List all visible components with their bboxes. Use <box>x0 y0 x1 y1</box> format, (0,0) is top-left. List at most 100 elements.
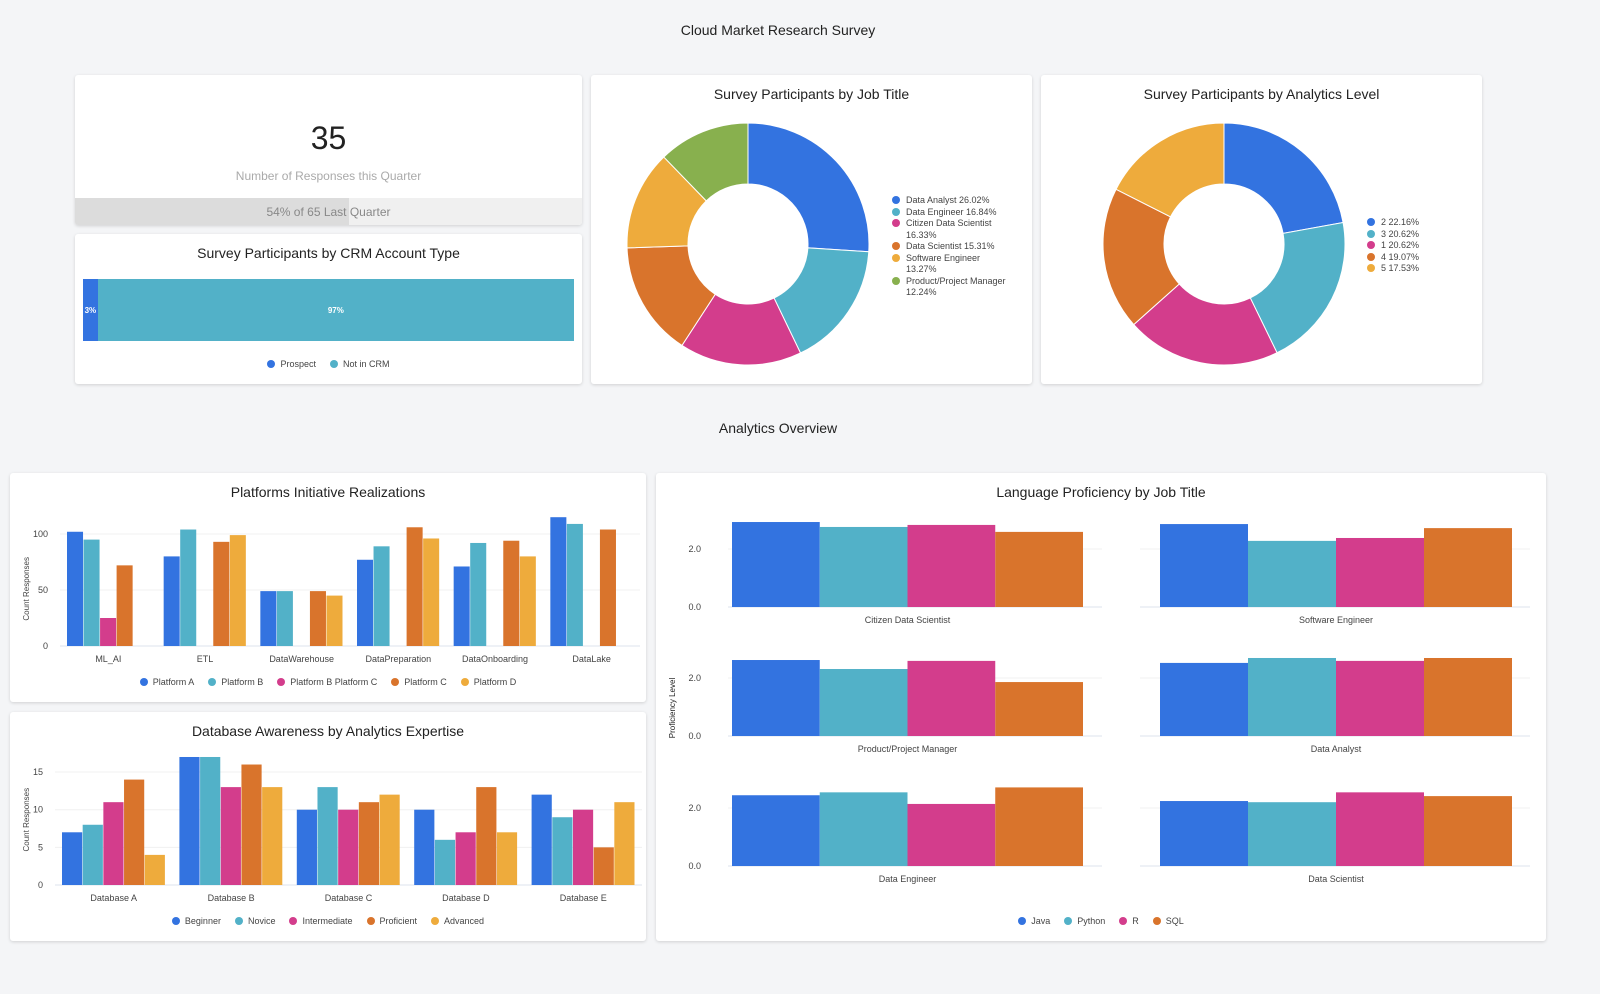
chart-legend: 2 22.16% 3 20.62% 1 20.62% 4 19.07% 5 17.53% <box>1367 217 1467 275</box>
crm-bar-segment: 3% <box>83 279 98 341</box>
bar <box>144 854 165 885</box>
bar <box>116 565 133 646</box>
bar <box>1336 792 1424 866</box>
bar <box>83 539 100 646</box>
legend-item[interactable]: Data Scientist 15.31% <box>892 241 1007 253</box>
bar <box>819 526 908 607</box>
bar <box>220 787 241 885</box>
bar <box>519 556 536 646</box>
legend-dot-icon <box>1152 917 1161 925</box>
legend-label: Python <box>1077 916 1106 926</box>
analytics-level-pie-card: Survey Participants by Analytics Level 2… <box>1041 75 1482 384</box>
legend-item[interactable]: Platform C <box>391 677 447 687</box>
legend-label: Data Engineer 16.84% <box>906 206 997 217</box>
legend-label: Product/Project Manager 12.24% <box>906 275 1006 298</box>
bar <box>732 660 820 736</box>
legend-item[interactable]: Platform B <box>208 677 263 687</box>
chart-legend: Prospect Not in CRM <box>75 359 582 369</box>
kpi-value: 35 <box>310 120 347 156</box>
kpi-progress-bar: 54% of 65 Last Quarter <box>75 198 582 225</box>
legend-item[interactable]: Platform A <box>139 677 194 687</box>
legend-label: Beginner <box>184 916 221 926</box>
bar <box>241 764 262 885</box>
legend-label: Proficient <box>379 916 418 926</box>
legend-label: Data Scientist 15.31% <box>906 241 995 251</box>
legend-dot-icon <box>330 360 338 368</box>
y-axis-title: Count Responses <box>22 557 31 621</box>
chart-legend: Java Python R SQL <box>656 916 1546 926</box>
y-tick-label: 2.0 <box>688 544 701 554</box>
legend-item[interactable]: Citizen Data Scientist 16.33% <box>892 218 1007 241</box>
legend-item[interactable]: Product/Project Manager 12.24% <box>892 276 1007 299</box>
bar <box>819 792 908 866</box>
legend-dot-icon <box>1119 917 1128 925</box>
legend-item[interactable]: Proficient <box>366 916 418 926</box>
bar <box>229 535 246 646</box>
legend-item[interactable]: 4 19.07% <box>1367 252 1467 264</box>
bar <box>358 802 380 885</box>
legend-dot-icon <box>892 276 900 285</box>
chart-legend: Data Analyst 26.02% Data Engineer 16.84% C… <box>892 195 1007 299</box>
bar <box>496 832 518 885</box>
legend-item[interactable]: SQL <box>1152 916 1184 926</box>
legend-item[interactable]: Java <box>1018 916 1050 926</box>
bar <box>62 832 83 885</box>
language-bar-chart: Proficiency Level 0.0 2.0 Citizen Data Scie… <box>668 522 1530 884</box>
legend-item[interactable]: 3 20.62% <box>1367 229 1467 241</box>
bar <box>732 795 820 866</box>
legend-label: Platform B Platform C <box>290 677 378 687</box>
bar <box>453 566 470 646</box>
bar <box>1160 524 1248 607</box>
legend-item[interactable]: Data Analyst 26.02% <box>892 195 1007 207</box>
legend-item[interactable]: Intermediate <box>289 916 353 926</box>
legend-item[interactable]: Beginner <box>171 916 221 926</box>
page-title: Cloud Market Research Survey <box>680 22 876 38</box>
legend-dot-icon <box>1367 252 1375 261</box>
legend-item[interactable]: Python <box>1064 916 1105 926</box>
chart-legend: Platform A Platform B Platform B Platform … <box>10 677 646 687</box>
legend-label: Not in CRM <box>343 359 390 369</box>
kpi-label: Number of Responses this Quarter <box>235 169 422 183</box>
y-axis-title: Proficiency Level <box>668 678 677 739</box>
legend-dot-icon <box>1018 917 1027 925</box>
bar <box>593 847 614 885</box>
legend-item[interactable]: Prospect <box>267 359 316 369</box>
legend-item[interactable]: 5 17.53% <box>1367 263 1467 275</box>
section-title: Analytics Overview <box>718 420 838 436</box>
legend-item[interactable]: Not in CRM <box>330 359 390 369</box>
legend-item[interactable]: Platform B Platform C <box>277 677 377 687</box>
legend-dot-icon <box>1367 229 1375 238</box>
legend-item[interactable]: Platform D <box>460 677 516 687</box>
pie-slice <box>663 122 749 202</box>
bar <box>326 595 343 646</box>
panel-category-label: Software Engineer <box>1299 615 1373 625</box>
bar <box>317 787 338 885</box>
legend-item[interactable]: Advanced <box>431 916 484 926</box>
legend-item[interactable]: 2 22.16% <box>1367 217 1467 229</box>
bar <box>1424 796 1512 866</box>
language-chart-card: Language Proficiency by Job Title Profic… <box>656 473 1546 941</box>
legend-label: 1 20.62% <box>1381 240 1420 250</box>
bar <box>1424 657 1512 736</box>
y-tick-label: 0.0 <box>688 861 701 871</box>
legend-label: Data Analyst 26.02% <box>906 195 990 205</box>
legend-item[interactable]: Data Engineer 16.84% <box>892 207 1007 219</box>
legend-label: 5 17.53% <box>1381 263 1420 273</box>
panel-category-label: Citizen Data Scientist <box>865 615 951 625</box>
bar <box>1248 657 1336 736</box>
legend-item[interactable]: 1 20.62% <box>1367 240 1467 252</box>
legend-item[interactable]: Novice <box>234 916 275 926</box>
legend-item[interactable]: R <box>1119 916 1139 926</box>
legend-dot-icon <box>460 678 469 686</box>
legend-dot-icon <box>267 360 276 368</box>
legend-label: R <box>1132 916 1139 926</box>
bar <box>200 756 221 885</box>
bar <box>373 546 390 646</box>
bar <box>179 756 200 885</box>
bar <box>1336 660 1424 736</box>
panel-category-label: Product/Project Manager <box>858 744 958 754</box>
chart-title: Survey Participants by Analytics Level <box>1143 86 1380 102</box>
legend-item[interactable]: Software Engineer 13.27% <box>892 253 1007 276</box>
job-title-pie-card: Survey Participants by Job Title Data An… <box>591 75 1032 384</box>
legend-dot-icon <box>431 917 440 925</box>
